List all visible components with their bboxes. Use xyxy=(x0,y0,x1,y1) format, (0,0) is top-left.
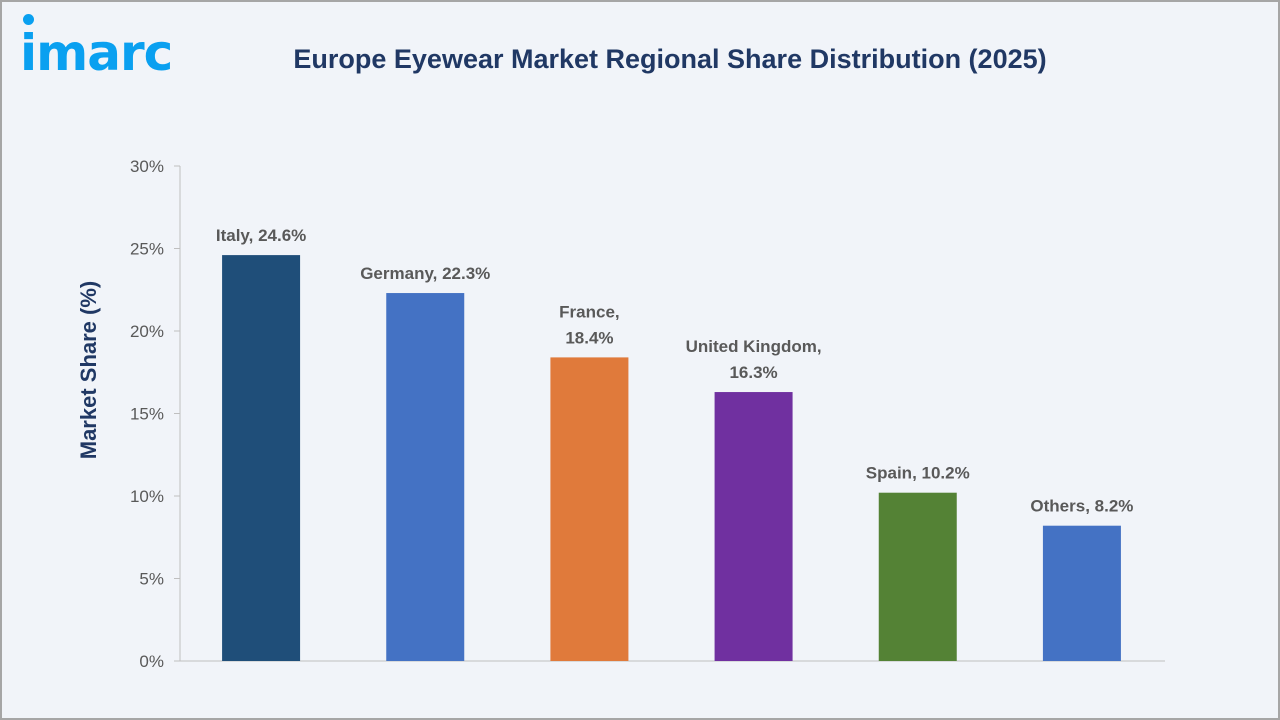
y-tick-label: 15% xyxy=(130,405,164,424)
data-label: United Kingdom, xyxy=(686,337,822,356)
data-label: 18.4% xyxy=(565,328,613,347)
data-label: Italy, 24.6% xyxy=(216,226,306,245)
y-tick-label: 0% xyxy=(139,652,164,671)
y-tick-label: 30% xyxy=(130,157,164,176)
y-tick-label: 20% xyxy=(130,322,164,341)
chart-title: Europe Eyewear Market Regional Share Dis… xyxy=(293,44,1047,74)
bar-spain xyxy=(878,492,957,661)
data-label: Germany, 22.3% xyxy=(360,264,490,283)
bar-france xyxy=(550,357,629,661)
logo-dot xyxy=(23,14,34,25)
bar-italy xyxy=(222,255,301,661)
y-tick-label: 5% xyxy=(139,570,164,589)
bar-others xyxy=(1042,525,1121,661)
bar-united-kingdom xyxy=(714,392,793,661)
imarc-logo: imarc xyxy=(20,24,173,82)
data-label: Others, 8.2% xyxy=(1030,497,1133,516)
y-tick-label: 10% xyxy=(130,487,164,506)
data-label: 16.3% xyxy=(729,363,777,382)
data-label: Spain, 10.2% xyxy=(866,464,970,483)
data-label: France, xyxy=(559,302,619,321)
bar-germany xyxy=(386,293,465,661)
y-tick-label: 25% xyxy=(130,240,164,259)
